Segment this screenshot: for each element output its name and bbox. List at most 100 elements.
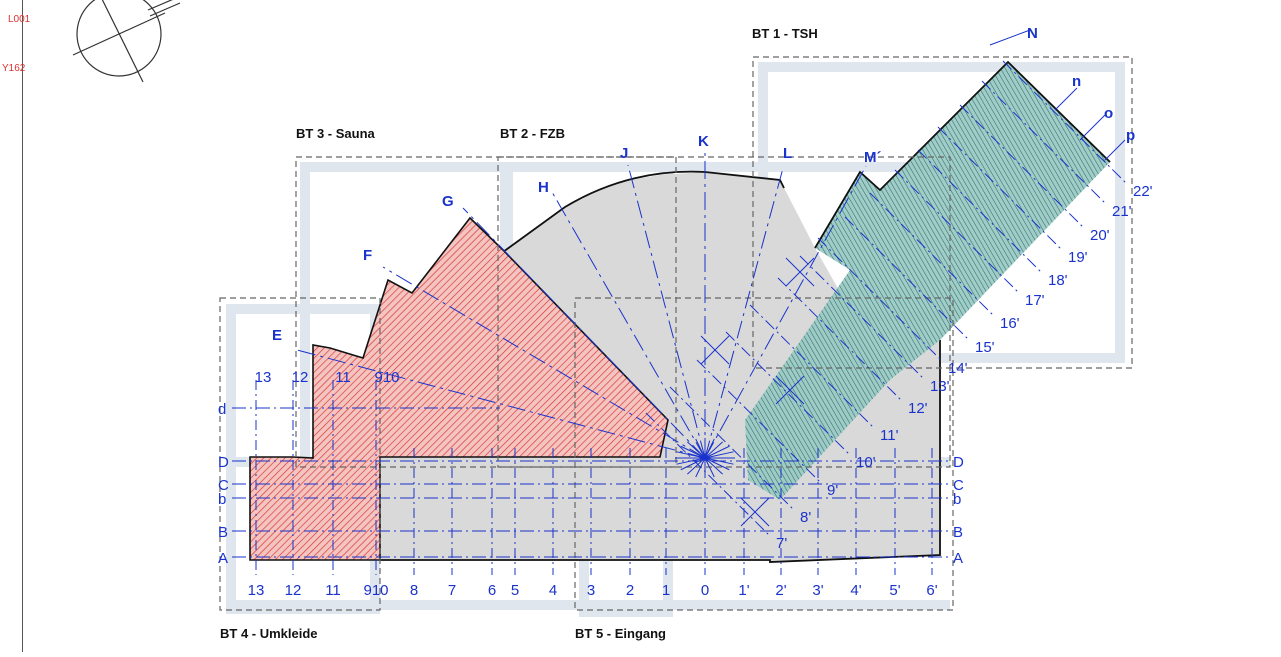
radial-axis-F: [382, 266, 706, 459]
fan-ray: [704, 451, 734, 459]
north-arrow-icon: [72, 0, 181, 83]
fan-ray: [687, 441, 706, 459]
fan-ray: [680, 457, 706, 471]
axis-label-bottom-10: 2: [626, 582, 634, 599]
axis-label-bottom-13: 1': [738, 582, 749, 599]
diagonal-axis-1: [669, 386, 795, 511]
axis-label-diagonal-7: 14': [948, 360, 968, 377]
axis-letter-5: K: [698, 133, 709, 150]
radial-axis-G: [462, 207, 706, 459]
cross-mark-2: [700, 335, 730, 365]
axis-letter-2: G: [442, 193, 454, 210]
axis-letter-4: J: [620, 145, 628, 162]
axis-label-bottom-12: 0: [701, 582, 709, 599]
cross-mark-1: [785, 257, 815, 287]
axis-letter-3: H: [538, 179, 549, 196]
diagonal-axis-0: [645, 412, 771, 537]
axis-label-diagonal-0: 7': [776, 535, 787, 552]
fan-ray: [704, 457, 715, 478]
axis-label-bottom-1: 12: [285, 582, 302, 599]
axis-label-diagonal-13: 20': [1090, 227, 1110, 244]
axis-letter-N: N: [1027, 25, 1038, 42]
fan-ray: [695, 438, 706, 459]
axis-label-diagonal-3: 10': [856, 454, 876, 471]
section-label-bt5: BT 5 - Eingang: [575, 626, 666, 641]
radial-axis-E: [296, 349, 706, 459]
radial-axis-M´: [704, 165, 867, 459]
axis-label-bottom-7: 5: [511, 582, 519, 599]
axis-label-diagonal-9: 16': [1000, 315, 1020, 332]
axis-label-left-C: C: [218, 477, 229, 494]
section-boundaries: [219, 56, 1133, 611]
diagonal-axis-7: [817, 237, 943, 362]
axis-label-bottom-18: 6': [926, 582, 937, 599]
axis-line-N: [989, 29, 1031, 46]
axis-letter-6: L: [783, 145, 792, 162]
diagonal-axis-15: [1002, 60, 1128, 185]
axis-label-upper-2: 11: [335, 369, 351, 386]
axis-label-left-d: d: [218, 401, 226, 418]
side-mark-1: L001: [8, 14, 31, 25]
tsh-outline: [814, 60, 1111, 249]
diagonal-axis-6: [799, 255, 925, 380]
side-mark-2: Y162: [2, 63, 26, 74]
section-label-bt2: BT 2 - FZB: [500, 126, 565, 141]
diagonal-axis-2: [696, 359, 822, 484]
axis-label-diagonal-11: 18': [1048, 272, 1068, 289]
axis-label-diagonal-5: 12': [908, 400, 928, 417]
fan-ray: [704, 457, 734, 465]
axis-label-bottom-3: 910: [363, 582, 388, 599]
axis-line-n: [1054, 87, 1078, 111]
diagonal-axis-14: [981, 80, 1107, 205]
section-label-bt4: BT 4 - Umkleide: [220, 626, 318, 641]
axis-label-diagonal-1: 8': [800, 509, 811, 526]
cross-mark-3: [775, 375, 805, 405]
axis-label-upper-0: 13: [255, 369, 272, 386]
diagonal-axis-13: [959, 104, 1085, 229]
axis-label-diagonal-12: 19': [1068, 249, 1088, 266]
axis-label-left-A: A: [218, 550, 228, 567]
fan-ray: [676, 451, 706, 459]
axis-label-bottom-16: 4': [850, 582, 861, 599]
axis-label-bottom-14: 2': [775, 582, 786, 599]
fan-ray: [704, 441, 723, 459]
axis-label-diagonal-14: 21': [1112, 203, 1132, 220]
axis-label-bottom-0: 13: [248, 582, 265, 599]
axis-label-diagonal-2: 9': [827, 482, 838, 499]
diagonal-axis-10: [894, 169, 1020, 294]
axis-label-diagonal-10: 17': [1025, 292, 1045, 309]
structural-axes: [232, 29, 1128, 575]
axis-label-bottom-17: 5': [889, 582, 900, 599]
fan-ray: [704, 457, 723, 475]
axis-label-bottom-2: 11: [325, 582, 341, 599]
axis-letter-o: o: [1104, 105, 1113, 122]
fan-ray: [704, 445, 730, 459]
axis-labels: dD DC Cb bB BA A13 12 11 910 8 7 6 5 4 3 2 1 0 1' 2' 3' 4' 5' 6…: [218, 25, 1153, 599]
diagonal-axis-9: [869, 192, 995, 317]
axis-label-bottom-5: 7: [448, 582, 456, 599]
fan-ray: [687, 457, 706, 475]
axis-label-right-b: b: [953, 491, 961, 508]
radial-axis-L: [704, 167, 784, 459]
axis-label-bottom-6: 6: [488, 582, 496, 599]
axis-label-bottom-11: 1: [662, 582, 670, 599]
axis-letter-1: F: [363, 247, 372, 264]
axis-label-left-D: D: [218, 454, 229, 471]
diagonal-axis-5: [777, 277, 903, 402]
axis-letter-p: p: [1126, 127, 1135, 144]
fan-ray: [676, 457, 706, 465]
sheet-border-line: [22, 0, 23, 652]
diagonal-axis-8: [844, 216, 970, 341]
axis-label-diagonal-4: 11': [880, 427, 899, 444]
axis-label-right-B: B: [953, 524, 963, 541]
diagonal-axis-11: [917, 149, 1043, 274]
axis-label-diagonal-6: 13': [930, 378, 950, 395]
axis-label-diagonal-8: 15': [975, 339, 995, 356]
section-label-bt1: BT 1 - TSH: [752, 26, 818, 41]
axis-letter-0: E: [272, 327, 282, 344]
axis-label-right-D: D: [953, 454, 964, 471]
axis-label-bottom-15: 3': [812, 582, 823, 599]
diagonal-axis-3: [725, 331, 851, 456]
